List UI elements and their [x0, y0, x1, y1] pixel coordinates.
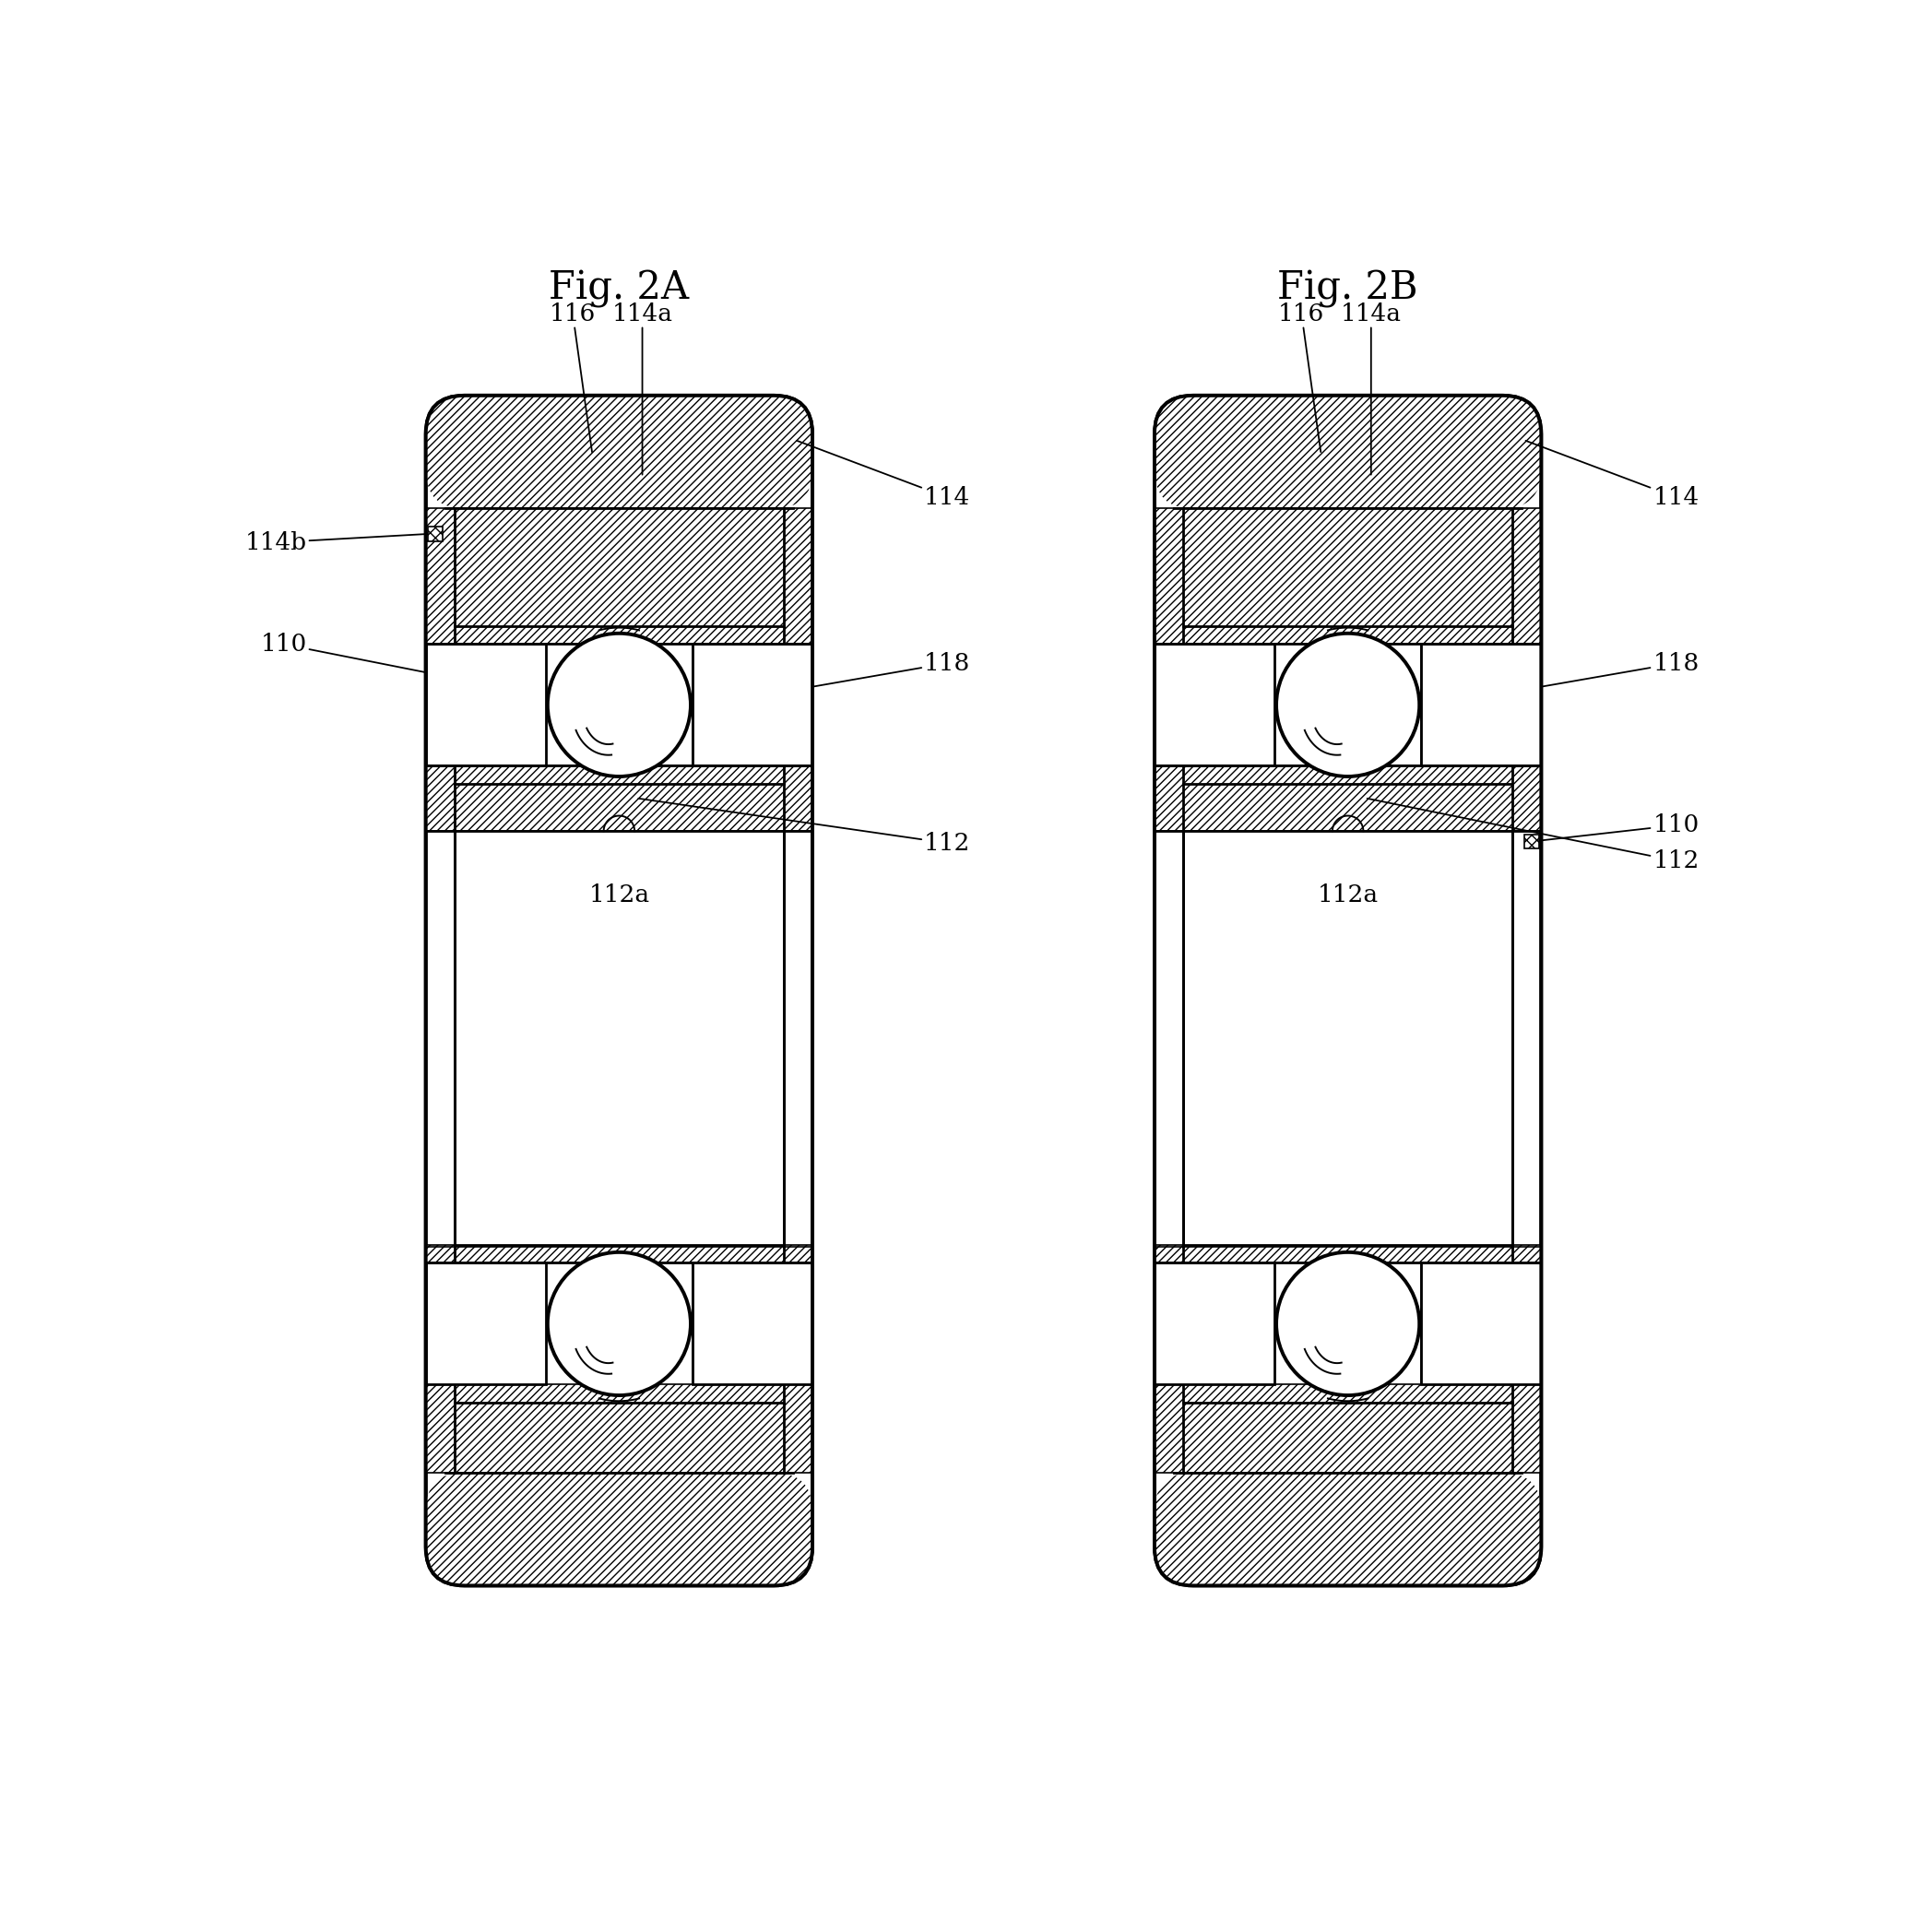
- Bar: [693, 643, 812, 765]
- Text: 116: 116: [549, 301, 597, 452]
- Text: 112a: 112a: [589, 883, 651, 906]
- Bar: [1155, 1264, 1274, 1385]
- Text: 110: 110: [1531, 813, 1698, 842]
- Bar: [1155, 1385, 1541, 1472]
- FancyBboxPatch shape: [426, 396, 812, 1586]
- Bar: [426, 1244, 455, 1403]
- Bar: [1422, 643, 1541, 765]
- Bar: [426, 643, 545, 765]
- Bar: [426, 626, 455, 784]
- Bar: [1155, 1246, 1541, 1264]
- Text: 114: 114: [1526, 440, 1698, 508]
- Text: Fig. 2A: Fig. 2A: [549, 269, 689, 307]
- Text: 114a: 114a: [612, 301, 674, 475]
- Circle shape: [547, 1252, 691, 1395]
- Bar: [1524, 835, 1539, 848]
- FancyBboxPatch shape: [426, 396, 812, 508]
- Bar: [1155, 643, 1274, 765]
- Text: 116: 116: [1278, 301, 1324, 452]
- Bar: [1155, 508, 1541, 643]
- Text: 114a: 114a: [1341, 301, 1401, 475]
- Bar: [1155, 765, 1541, 831]
- Bar: [1155, 626, 1184, 784]
- Bar: [426, 1264, 545, 1385]
- Bar: [693, 1264, 812, 1385]
- Text: Fig. 2B: Fig. 2B: [1278, 269, 1418, 307]
- Bar: [426, 1385, 812, 1472]
- FancyBboxPatch shape: [426, 1472, 812, 1586]
- Bar: [426, 508, 812, 643]
- Bar: [1512, 626, 1541, 784]
- Bar: [1422, 643, 1541, 765]
- Bar: [1155, 643, 1274, 765]
- FancyBboxPatch shape: [1155, 396, 1541, 1586]
- Bar: [1155, 1244, 1184, 1403]
- Text: 112: 112: [1366, 798, 1698, 873]
- Text: 112a: 112a: [1316, 883, 1378, 906]
- Bar: [693, 643, 812, 765]
- Bar: [1422, 1264, 1541, 1385]
- Bar: [1512, 1244, 1541, 1403]
- Bar: [426, 1264, 545, 1385]
- FancyBboxPatch shape: [1155, 396, 1541, 508]
- Circle shape: [1276, 1252, 1420, 1395]
- Bar: [1422, 1264, 1541, 1385]
- Text: 110: 110: [261, 632, 455, 678]
- Bar: [783, 626, 812, 784]
- Bar: [428, 526, 443, 541]
- Circle shape: [547, 634, 691, 777]
- FancyBboxPatch shape: [1155, 1472, 1541, 1586]
- Text: 112: 112: [639, 798, 971, 854]
- Bar: [783, 1244, 812, 1403]
- Text: 118: 118: [708, 651, 971, 705]
- Text: 114: 114: [796, 440, 971, 508]
- Bar: [426, 765, 812, 831]
- Bar: [426, 1246, 812, 1264]
- Text: 118: 118: [1437, 651, 1698, 705]
- Bar: [426, 643, 545, 765]
- Text: 114b: 114b: [246, 531, 436, 554]
- Bar: [1155, 1264, 1274, 1385]
- Circle shape: [1276, 634, 1420, 777]
- Bar: [693, 1264, 812, 1385]
